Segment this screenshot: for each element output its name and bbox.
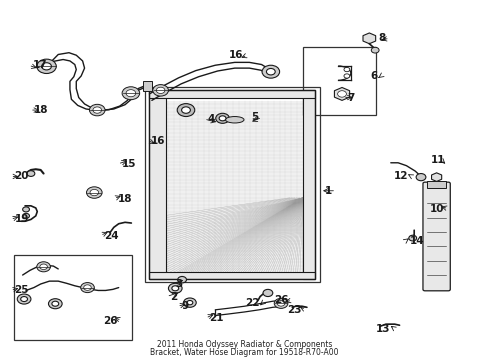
Bar — [149, 272, 315, 279]
Circle shape — [266, 68, 275, 75]
Circle shape — [40, 264, 47, 270]
Text: 25: 25 — [14, 285, 29, 296]
Text: 18: 18 — [118, 194, 132, 204]
Circle shape — [277, 301, 284, 306]
Circle shape — [171, 286, 178, 291]
Bar — [149, 90, 315, 279]
Text: 23: 23 — [287, 305, 302, 315]
Circle shape — [343, 74, 349, 78]
Text: 9: 9 — [181, 301, 188, 311]
Circle shape — [274, 298, 287, 309]
Text: 11: 11 — [430, 155, 445, 165]
Polygon shape — [362, 33, 375, 44]
Text: 14: 14 — [408, 236, 423, 246]
Polygon shape — [334, 87, 349, 100]
Circle shape — [90, 189, 99, 196]
Circle shape — [343, 67, 349, 72]
Text: 2: 2 — [170, 292, 177, 302]
Text: 7: 7 — [346, 93, 353, 103]
Circle shape — [156, 87, 164, 94]
Circle shape — [20, 297, 27, 302]
Text: Bracket, Water Hose Diagram for 19518-R70-A00: Bracket, Water Hose Diagram for 19518-R7… — [150, 348, 338, 357]
Circle shape — [81, 283, 94, 293]
Text: 8: 8 — [378, 33, 385, 43]
FancyBboxPatch shape — [422, 182, 449, 291]
Circle shape — [370, 47, 378, 53]
Text: 19: 19 — [14, 215, 29, 224]
Bar — [14, 255, 132, 339]
Circle shape — [181, 107, 190, 113]
Bar — [143, 81, 152, 91]
Circle shape — [48, 299, 62, 309]
Text: 10: 10 — [429, 204, 444, 214]
Circle shape — [52, 301, 59, 306]
Circle shape — [186, 301, 192, 305]
Text: 12: 12 — [392, 171, 407, 181]
Bar — [149, 90, 165, 279]
Circle shape — [83, 285, 91, 291]
Bar — [165, 101, 303, 279]
Circle shape — [219, 116, 225, 121]
Bar — [303, 90, 315, 279]
Circle shape — [27, 171, 35, 176]
Text: 21: 21 — [209, 313, 224, 323]
Text: 26: 26 — [273, 295, 288, 305]
Circle shape — [122, 87, 140, 100]
Text: 13: 13 — [375, 324, 390, 334]
Ellipse shape — [225, 117, 244, 123]
Circle shape — [126, 90, 136, 97]
Text: 17: 17 — [32, 60, 47, 70]
Text: 24: 24 — [104, 231, 119, 240]
Circle shape — [22, 207, 29, 212]
Circle shape — [93, 107, 102, 113]
Bar — [149, 90, 315, 98]
Circle shape — [408, 235, 416, 241]
Circle shape — [89, 104, 105, 116]
Circle shape — [263, 289, 272, 297]
Circle shape — [183, 298, 196, 307]
Circle shape — [86, 187, 102, 198]
Text: 5: 5 — [250, 112, 258, 122]
Circle shape — [215, 113, 229, 123]
Text: 20: 20 — [14, 171, 29, 181]
Circle shape — [37, 59, 56, 73]
Circle shape — [153, 85, 168, 96]
Text: 15: 15 — [122, 159, 136, 169]
Circle shape — [337, 91, 346, 97]
Circle shape — [168, 283, 182, 293]
Bar — [303, 47, 375, 116]
Circle shape — [37, 262, 50, 272]
Circle shape — [41, 63, 51, 70]
Circle shape — [177, 276, 186, 283]
Text: 16: 16 — [151, 136, 165, 145]
Text: 22: 22 — [244, 298, 259, 308]
Polygon shape — [431, 173, 441, 181]
Circle shape — [22, 213, 29, 219]
Text: 18: 18 — [34, 105, 48, 115]
Circle shape — [262, 65, 279, 78]
Circle shape — [17, 294, 31, 304]
Circle shape — [177, 104, 194, 117]
Bar — [426, 181, 446, 188]
Bar — [144, 87, 320, 282]
Text: 6: 6 — [369, 71, 376, 81]
Text: 2011 Honda Odyssey Radiator & Components: 2011 Honda Odyssey Radiator & Components — [157, 341, 331, 350]
Text: 4: 4 — [207, 114, 215, 124]
Text: 3: 3 — [175, 279, 182, 289]
Circle shape — [415, 174, 425, 181]
Text: 26: 26 — [103, 316, 118, 325]
Text: 1: 1 — [325, 186, 331, 196]
Text: 16: 16 — [228, 50, 243, 60]
